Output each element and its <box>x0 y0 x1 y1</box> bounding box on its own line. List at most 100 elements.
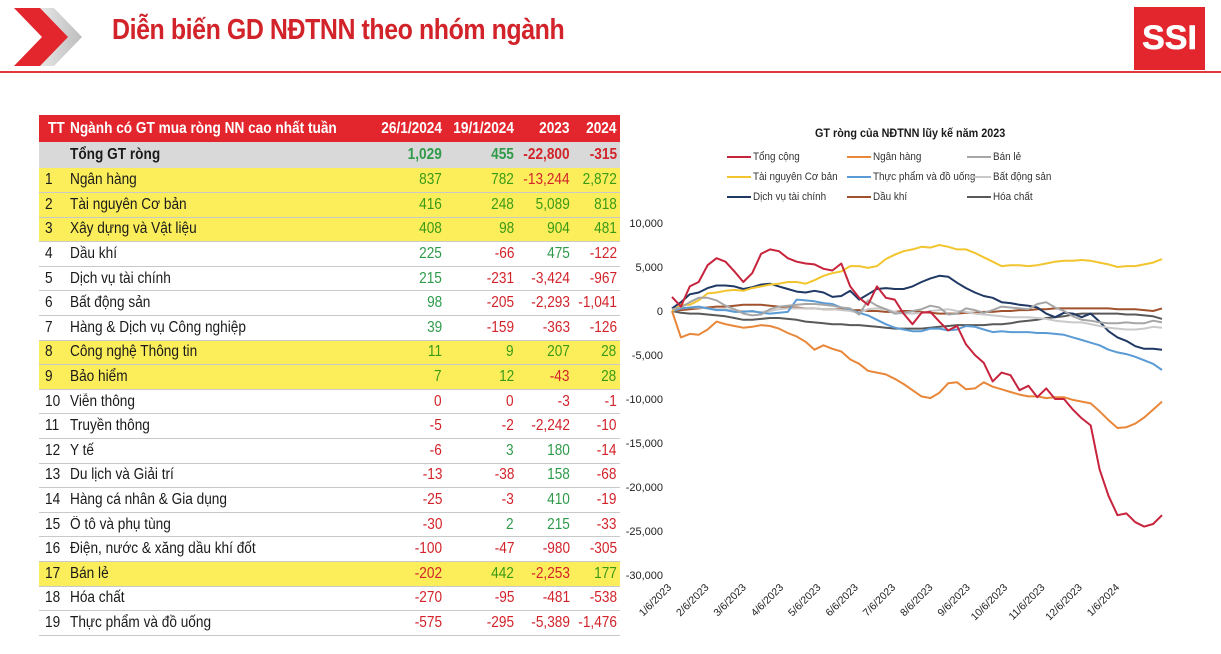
table-row: 15 Ô tô và phụ tùng -30 2 215 -33 <box>39 512 620 538</box>
sector-name: Viễn thông <box>66 389 374 415</box>
sector-name: Bất động sản <box>66 290 374 317</box>
legend-item: Tài nguyên Cơ bản <box>727 171 847 183</box>
value-cell: -202 <box>373 561 446 587</box>
series-line-ngân-hàng <box>671 310 1163 429</box>
value-cell: -295 <box>445 610 517 636</box>
sector-name: Thực phẩm và đồ uống <box>66 610 374 636</box>
value-cell: -38 <box>445 463 517 489</box>
y-tick-label: -10,000 <box>626 394 663 406</box>
row-index: 16 <box>39 536 67 562</box>
value-cell: 3 <box>445 438 517 464</box>
value-cell: 98 <box>445 217 517 243</box>
value-cell: -43 <box>517 364 573 390</box>
value-cell: -95 <box>445 586 517 612</box>
row-index: 12 <box>39 438 67 464</box>
value-cell: 28 <box>572 340 620 366</box>
series-line-tổng-cộng <box>671 248 1163 528</box>
value-cell: 248 <box>445 192 517 218</box>
table-row: 7 Hàng & Dịch vụ Công nghiệp 39 -159 -363 -12… <box>39 315 620 341</box>
legend-swatch <box>727 156 751 158</box>
legend-item: Thực phẩm và đồ uống <box>847 171 987 183</box>
value-cell: -205 <box>445 290 517 317</box>
col-header-2023: 2023 <box>517 115 573 142</box>
value-cell: 416 <box>373 192 446 218</box>
legend-label: Ngân hàng <box>873 151 922 163</box>
value-cell: 180 <box>517 438 573 464</box>
series-line-hóa-chất <box>671 310 1163 330</box>
sector-net-flow-table: TT Ngành có GT mua ròng NN cao nhất tuần… <box>39 115 620 636</box>
y-tick-label: -15,000 <box>626 438 663 450</box>
row-index: 7 <box>39 315 67 341</box>
value-cell: 28 <box>572 364 620 390</box>
value-cell: 408 <box>373 217 446 243</box>
table-row: 19 Thực phẩm và đồ uống -575 -295 -5,389 -1,4… <box>39 610 620 636</box>
sector-name: Tài nguyên Cơ bản <box>66 192 374 218</box>
sector-name: Xây dựng và Vật liệu <box>66 217 374 243</box>
legend-item: Bán lẻ <box>967 151 1024 163</box>
chart-title: GT ròng của NĐTNN lũy kế năm 2023 <box>815 126 1006 140</box>
row-index: 1 <box>39 168 67 194</box>
table-row: 3 Xây dựng và Vật liệu 408 98 904 481 <box>39 217 620 243</box>
x-tick-label: 9/6/2023 <box>935 582 972 619</box>
legend-swatch <box>727 196 751 198</box>
legend-label: Bán lẻ <box>993 151 1022 163</box>
value-cell: 904 <box>517 217 573 243</box>
x-tick-label: 10/6/2023 <box>969 582 1011 624</box>
value-cell: -159 <box>445 315 517 341</box>
chevron-logo-icon <box>14 8 82 66</box>
legend-swatch <box>967 156 991 158</box>
value-cell: 410 <box>517 487 573 513</box>
legend-item: Dịch vụ tài chính <box>727 191 834 203</box>
value-cell: -5 <box>373 413 446 440</box>
value-cell: 2 <box>445 512 517 538</box>
table-row: 6 Bất động sản 98 -205 -2,293 -1,041 <box>39 290 620 317</box>
value-cell: -3 <box>517 389 573 415</box>
x-tick-label: 1/6/2024 <box>1085 582 1122 619</box>
legend-label: Bất động sản <box>993 171 1052 183</box>
logo-text: SSI <box>1142 19 1197 58</box>
row-index: 9 <box>39 364 67 390</box>
legend-label: Thực phẩm và đồ uống <box>873 171 976 183</box>
x-tick-label: 8/6/2023 <box>898 582 935 619</box>
value-cell: 225 <box>373 241 446 267</box>
series-line-thực-phẩm-và-đồ-uống <box>671 298 1163 371</box>
row-index: 10 <box>39 389 67 415</box>
value-cell: 818 <box>572 192 620 218</box>
x-tick-label: 12/6/2023 <box>1043 582 1085 624</box>
page-title: Diễn biến GD NĐTNN theo nhóm ngành <box>112 14 565 46</box>
value-cell: 782 <box>445 168 517 194</box>
value-cell: -2,242 <box>517 413 573 440</box>
table-row: 16 Điện, nước & xăng dầu khí đốt -100 -47 -9… <box>39 536 620 562</box>
legend-item: Hóa chất <box>967 191 1037 203</box>
value-cell: 5,089 <box>517 192 573 218</box>
legend-swatch <box>727 176 751 178</box>
y-tick-label: -25,000 <box>626 526 663 538</box>
table-row: 2 Tài nguyên Cơ bản 416 248 5,089 818 <box>39 192 620 218</box>
legend-label: Hóa chất <box>993 191 1033 203</box>
y-tick-label: -30,000 <box>626 570 663 582</box>
row-index: 18 <box>39 586 67 612</box>
table-row: 1 Ngân hàng 837 782 -13,244 2,872 <box>39 168 620 194</box>
value-cell: 215 <box>517 512 573 538</box>
legend-swatch <box>847 156 871 158</box>
value-cell: -3 <box>445 487 517 513</box>
value-cell: 98 <box>373 290 446 317</box>
legend-item: Tổng cộng <box>727 151 805 163</box>
x-tick-label: 5/6/2023 <box>786 582 823 619</box>
value-cell: 7 <box>373 364 446 390</box>
value-cell: -980 <box>517 536 573 562</box>
value-cell: -481 <box>517 586 573 612</box>
legend-label: Dầu khí <box>873 191 908 203</box>
value-cell: -126 <box>572 315 620 341</box>
x-tick-label: 11/6/2023 <box>1006 582 1047 623</box>
value-cell: -363 <box>517 315 573 341</box>
table-row: 17 Bán lẻ -202 442 -2,253 177 <box>39 561 620 587</box>
total-row: Tổng GT ròng 1,029 455 -22,800 -315 <box>39 142 620 168</box>
value-cell: -1 <box>572 389 620 415</box>
series-line-dầu-khí <box>671 303 1163 315</box>
table-row: 18 Hóa chất -270 -95 -481 -538 <box>39 586 620 612</box>
ssi-logo: SSI <box>1134 7 1205 70</box>
row-index: 2 <box>39 192 67 218</box>
sector-name: Công nghệ Thông tin <box>66 340 374 366</box>
